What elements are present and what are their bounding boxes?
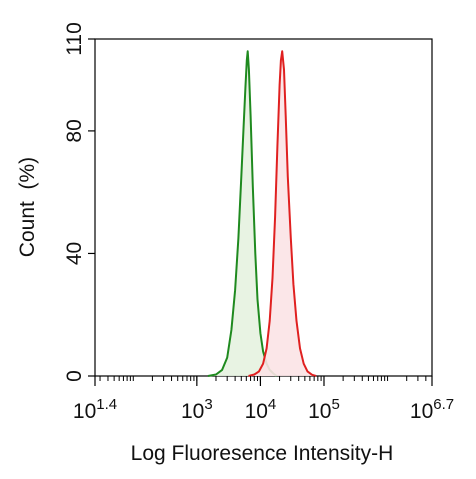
x-tick-label: 106.7 (410, 396, 454, 423)
x-tick-exponent: 1.4 (96, 396, 117, 413)
x-tick-base: 10 (73, 400, 96, 423)
x-tick-label: 101.4 (73, 396, 117, 423)
plot-frame (94, 38, 433, 377)
series-layer (207, 50, 317, 377)
x-tick-base: 10 (181, 400, 204, 423)
x-axis-label: Log Fluoresence Intensity-H (131, 442, 394, 465)
x-tick-base: 10 (245, 400, 268, 423)
x-tick-label: 103 (181, 396, 213, 423)
x-tick-label: 105 (308, 396, 340, 423)
y-tick-label: 0 (63, 370, 86, 382)
series-1-fill (248, 51, 316, 377)
y-axis-label: Count (%) (16, 157, 39, 257)
series-0-fill (208, 51, 277, 377)
x-tick-exponent: 4 (268, 396, 276, 413)
y-tick-label: 80 (63, 119, 86, 142)
y-tick-label: 40 (63, 242, 86, 265)
x-tick-base: 10 (308, 400, 331, 423)
x-tick-exponent: 6.7 (433, 396, 454, 413)
x-tick-exponent: 3 (204, 396, 212, 413)
x-tick-label: 104 (245, 396, 277, 423)
y-tick-label: 110 (63, 22, 86, 55)
x-tick-exponent: 5 (331, 396, 339, 413)
x-tick-base: 10 (410, 400, 433, 423)
series-1-line (248, 50, 317, 377)
